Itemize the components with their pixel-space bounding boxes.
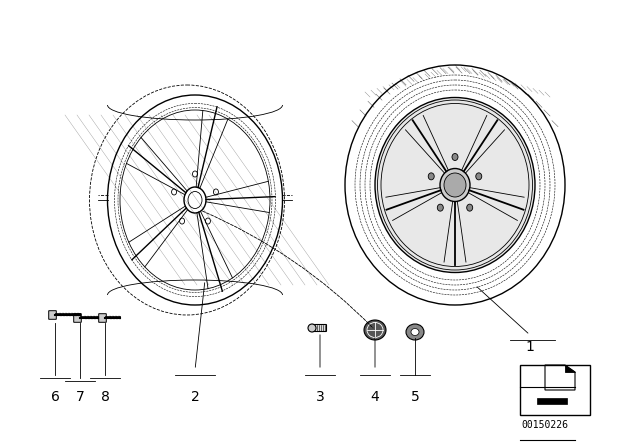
Polygon shape [565,365,575,372]
Text: 5: 5 [411,390,419,404]
FancyBboxPatch shape [49,311,56,319]
Ellipse shape [437,204,444,211]
Ellipse shape [308,324,316,332]
FancyBboxPatch shape [312,324,326,332]
Ellipse shape [375,98,535,272]
Ellipse shape [406,324,424,340]
Ellipse shape [213,189,218,195]
Ellipse shape [193,171,198,177]
FancyBboxPatch shape [537,398,567,404]
Ellipse shape [444,173,466,197]
Ellipse shape [205,218,211,224]
Ellipse shape [440,168,470,202]
Text: 8: 8 [100,390,109,404]
Ellipse shape [452,154,458,160]
Ellipse shape [467,204,473,211]
Text: 1: 1 [525,340,534,354]
Text: 6: 6 [51,390,60,404]
Text: 00150226: 00150226 [522,420,568,430]
Text: 4: 4 [371,390,380,404]
Ellipse shape [364,320,386,340]
Text: 3: 3 [316,390,324,404]
Ellipse shape [428,173,434,180]
Text: 7: 7 [76,390,84,404]
Ellipse shape [476,173,482,180]
Ellipse shape [180,218,184,224]
FancyBboxPatch shape [99,314,106,322]
Text: 2: 2 [191,390,200,404]
FancyBboxPatch shape [74,314,81,322]
Ellipse shape [172,189,177,195]
Ellipse shape [411,328,419,336]
FancyBboxPatch shape [520,365,590,415]
